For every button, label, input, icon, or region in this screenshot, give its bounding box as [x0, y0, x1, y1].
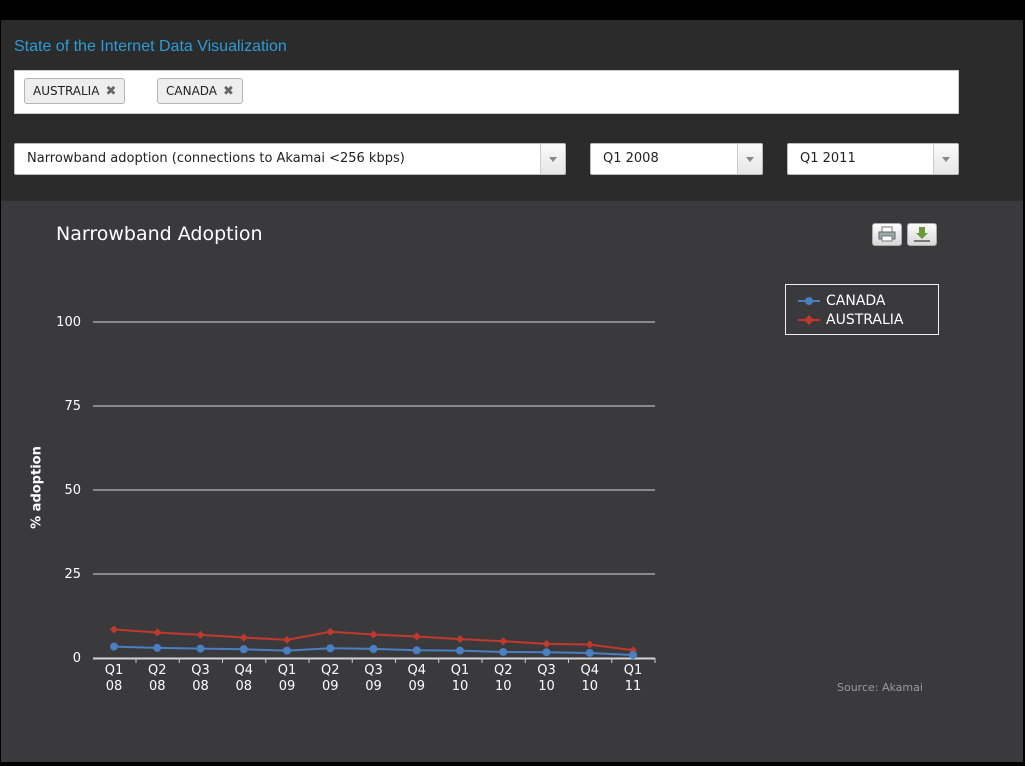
data-point-australia — [542, 639, 551, 648]
print-button[interactable] — [872, 223, 902, 246]
tag-label: AUSTRALIA — [33, 84, 100, 98]
download-button[interactable] — [907, 223, 937, 246]
data-point-australia — [585, 640, 594, 649]
data-point-australia — [412, 632, 421, 641]
data-point-australia — [326, 627, 335, 636]
remove-tag-icon[interactable]: ✖ — [105, 84, 117, 99]
x-tick-label: Q3 08 — [191, 663, 210, 694]
x-tick-label: Q1 11 — [624, 663, 643, 694]
x-tick-label: Q4 08 — [234, 663, 253, 694]
x-tick-label: Q4 10 — [580, 663, 599, 694]
data-point-australia — [239, 633, 248, 642]
end-quarter-value: Q1 2011 — [800, 151, 856, 166]
tag-australia[interactable]: AUSTRALIA ✖ — [24, 78, 126, 104]
download-icon — [914, 227, 930, 242]
chart-panel: 0 25 50 75 100 Q1 08 Q2 08 Q3 08 Q4 08 Q1 09 Q2 09 Q3 09 Q4… — [1, 201, 1023, 762]
data-point-canada — [110, 642, 118, 651]
y-tick-label: 25 — [64, 567, 81, 582]
data-point-canada — [239, 645, 248, 654]
app-title: State of the Internet Data Visualization — [14, 38, 287, 55]
x-tick-label: Q2 08 — [148, 663, 167, 694]
chart-legend: CANADA AUSTRALIA — [785, 284, 939, 335]
data-point-canada — [412, 646, 421, 655]
data-point-australia — [499, 637, 508, 646]
data-point-canada — [283, 646, 291, 655]
print-icon — [878, 226, 896, 242]
data-point-canada — [542, 648, 551, 657]
tag-canada[interactable]: CANADA ✖ — [157, 78, 243, 104]
data-point-canada — [629, 650, 637, 659]
country-tag-input[interactable]: AUSTRALIA ✖ CANADA ✖ — [14, 70, 959, 114]
y-tick-label: 50 — [64, 483, 81, 498]
data-point-canada — [326, 644, 335, 653]
data-point-australia — [369, 630, 378, 639]
start-quarter-value: Q1 2008 — [603, 151, 659, 166]
app-frame: State of the Internet Data Visualization… — [1, 20, 1023, 762]
x-tick-label: Q4 09 — [407, 663, 426, 694]
x-tick-label: Q1 08 — [105, 663, 124, 694]
legend-label: AUSTRALIA — [826, 312, 904, 328]
legend-swatch-canada — [798, 297, 820, 305]
end-quarter-select[interactable]: Q1 2011 — [787, 143, 959, 175]
data-point-australia — [110, 625, 118, 634]
chart-title: Narrowband Adoption — [56, 223, 263, 245]
chart-canvas: 0 25 50 75 100 Q1 08 Q2 08 Q3 08 Q4 08 Q1 09 Q2 09 Q3 09 Q4… — [56, 315, 656, 694]
remove-tag-icon[interactable]: ✖ — [223, 84, 234, 99]
x-tick-label: Q1 10 — [451, 663, 470, 694]
x-tick-label: Q3 09 — [364, 663, 383, 694]
tag-label: CANADA — [166, 84, 218, 98]
chevron-down-icon[interactable] — [737, 144, 762, 174]
x-tick-label: Q2 10 — [494, 663, 513, 694]
data-point-australia — [153, 628, 162, 637]
data-point-canada — [585, 648, 594, 657]
start-quarter-select[interactable]: Q1 2008 — [590, 143, 763, 175]
data-point-canada — [456, 646, 464, 655]
controls-panel: State of the Internet Data Visualization… — [1, 20, 1023, 201]
data-point-australia — [283, 635, 291, 644]
legend-swatch-australia — [798, 315, 820, 325]
y-tick-label: 100 — [56, 315, 81, 330]
data-point-australia — [456, 635, 464, 644]
data-point-canada — [499, 647, 508, 656]
data-point-canada — [153, 643, 162, 652]
chevron-down-icon[interactable] — [933, 144, 958, 174]
x-tick-label: Q1 09 — [278, 663, 297, 694]
x-tick-label: Q3 10 — [537, 663, 556, 694]
legend-label: CANADA — [826, 293, 886, 309]
y-tick-label: 75 — [64, 399, 81, 414]
data-point-canada — [196, 644, 205, 653]
metric-select[interactable]: Narrowband adoption (connections to Akam… — [14, 143, 566, 175]
chevron-down-icon[interactable] — [540, 144, 565, 174]
metric-select-value: Narrowband adoption (connections to Akam… — [27, 151, 405, 166]
data-point-canada — [369, 644, 378, 653]
x-tick-label: Q2 09 — [321, 663, 340, 694]
source-note: Source: Akamai — [837, 681, 923, 694]
y-tick-label: 0 — [73, 651, 81, 666]
y-axis-label: % adoption — [29, 446, 45, 529]
data-point-australia — [196, 630, 205, 639]
